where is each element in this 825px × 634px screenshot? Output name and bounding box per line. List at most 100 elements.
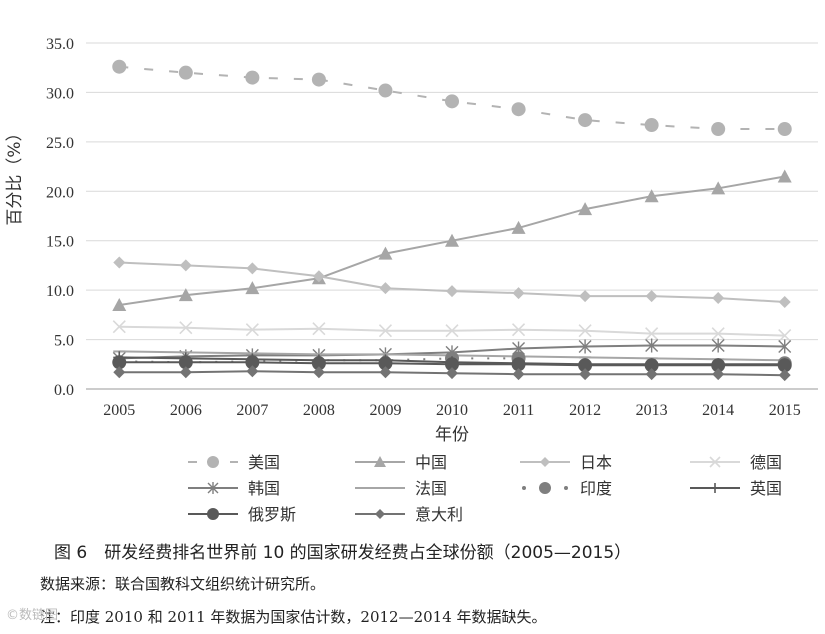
legend-item: 美国 xyxy=(188,453,280,472)
data-point xyxy=(778,369,791,382)
legend-label: 俄罗斯 xyxy=(248,505,296,524)
data-point xyxy=(179,321,193,335)
data-point xyxy=(777,122,792,137)
data-point xyxy=(512,287,525,300)
legend-item: 英国 xyxy=(690,479,782,498)
legend-item: 法国 xyxy=(355,479,447,498)
data-point xyxy=(374,456,386,467)
data-point xyxy=(709,456,721,468)
y-tick-label: 20.0 xyxy=(46,184,74,201)
data-point xyxy=(378,83,393,98)
data-point xyxy=(540,457,550,467)
data-point xyxy=(644,118,659,133)
legend-item: 德国 xyxy=(690,453,782,472)
x-tick-label: 2010 xyxy=(436,402,468,419)
x-axis-title: 年份 xyxy=(435,425,469,445)
data-point xyxy=(446,285,458,298)
y-axis-title: 百分比（%） xyxy=(5,124,25,225)
series-10 xyxy=(113,365,791,382)
data-point xyxy=(378,246,393,260)
line-chart: 0.05.010.015.020.025.030.035.0 2005 2006 2… xyxy=(5,36,818,524)
data-point xyxy=(207,456,219,468)
legend-label: 韩国 xyxy=(248,479,280,498)
series-line xyxy=(119,65,785,130)
x-tick-label: 2005 xyxy=(103,402,135,419)
data-source-note: 数据来源：联合国教科文组织统计研究所。 xyxy=(40,575,326,593)
x-tick-label: 2014 xyxy=(702,402,734,419)
series-3 xyxy=(113,256,791,309)
data-point xyxy=(578,324,592,338)
legend-item: 韩国 xyxy=(188,479,280,498)
y-tick-label: 10.0 xyxy=(46,283,74,300)
x-tick-label: 2008 xyxy=(303,402,335,419)
data-point xyxy=(445,94,459,109)
data-point xyxy=(245,355,260,370)
data-point xyxy=(445,324,459,338)
data-point xyxy=(179,366,192,379)
data-point xyxy=(511,220,526,234)
x-tick-label: 2011 xyxy=(503,402,534,419)
data-point xyxy=(246,365,259,378)
legend-item: 俄罗斯 xyxy=(188,505,296,524)
data-point xyxy=(511,102,526,117)
data-point xyxy=(178,65,193,80)
legend-label: 法国 xyxy=(415,479,447,498)
watermark-logo: ©数链图 xyxy=(6,608,59,623)
data-point xyxy=(778,296,791,309)
data-point xyxy=(245,70,260,85)
y-tick-label: 0.0 xyxy=(54,382,74,399)
data-point xyxy=(511,357,526,372)
x-tick-label: 2013 xyxy=(636,402,668,419)
data-point xyxy=(378,324,393,338)
data-point xyxy=(512,368,525,381)
data-point xyxy=(378,356,393,371)
data-point xyxy=(312,270,325,283)
y-tick-label: 35.0 xyxy=(46,36,74,53)
data-point xyxy=(375,509,385,519)
data-point xyxy=(445,233,459,247)
data-point xyxy=(711,181,726,195)
data-point xyxy=(710,483,720,493)
data-point xyxy=(207,508,219,520)
data-point xyxy=(578,358,593,373)
data-point xyxy=(645,338,659,353)
data-point xyxy=(712,292,725,305)
legend-item: 日本 xyxy=(520,453,612,472)
x-axis-ticks: 2005 2006 2007 2008 2009 2010 2011 2012 2013 2014… xyxy=(103,402,800,419)
data-point xyxy=(112,59,127,74)
data-point xyxy=(112,320,126,334)
data-point xyxy=(645,290,658,303)
legend-item: 中国 xyxy=(355,453,447,472)
data-point xyxy=(113,366,126,379)
y-tick-label: 15.0 xyxy=(46,234,74,251)
data-point xyxy=(379,366,392,379)
y-tick-label: 25.0 xyxy=(46,135,74,152)
data-point xyxy=(311,72,326,87)
data-point xyxy=(711,327,725,341)
data-point xyxy=(645,368,658,381)
data-point xyxy=(312,322,326,336)
legend-label: 意大利 xyxy=(415,505,463,524)
figure-caption: 图 6 研发经费排名世界前 10 的国家研发经费占全球份额（2005—2015） xyxy=(54,543,632,563)
data-point xyxy=(579,290,592,303)
footnote: 注：印度 2010 和 2011 年数据为国家估计数，2012—2014 年数据… xyxy=(40,608,547,626)
data-point xyxy=(579,368,592,381)
data-point xyxy=(112,297,127,311)
data-point xyxy=(246,262,259,275)
data-point xyxy=(445,357,459,372)
data-point xyxy=(113,256,126,269)
x-tick-label: 2006 xyxy=(170,402,202,419)
data-point xyxy=(312,366,325,379)
series-1 xyxy=(112,59,792,137)
data-point xyxy=(778,339,792,354)
data-point xyxy=(245,281,260,295)
series-9 xyxy=(112,355,792,373)
x-tick-label: 2015 xyxy=(769,402,801,419)
data-point xyxy=(511,323,526,337)
data-point xyxy=(311,356,326,371)
legend-item: 意大利 xyxy=(355,505,463,524)
data-point xyxy=(178,355,193,370)
data-point xyxy=(778,329,792,343)
data-point xyxy=(644,189,659,203)
data-point xyxy=(446,367,458,380)
